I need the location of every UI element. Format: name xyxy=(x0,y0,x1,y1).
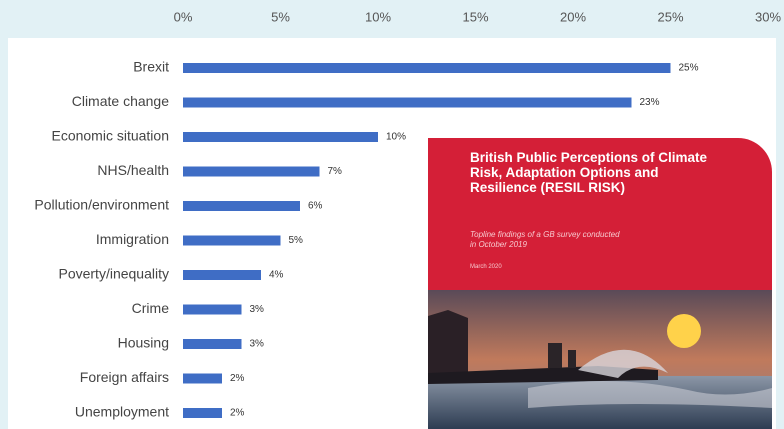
y-tick-label: Brexit xyxy=(133,59,169,75)
value-label: 25% xyxy=(679,63,699,74)
x-tick-label: 30% xyxy=(755,9,781,24)
y-tick-label: Foreign affairs xyxy=(80,369,169,385)
y-tick-label: Economic situation xyxy=(51,128,169,144)
y-tick-label: Climate change xyxy=(72,93,169,109)
bar xyxy=(183,166,320,177)
value-label: 10% xyxy=(386,132,406,143)
value-label: 2% xyxy=(230,408,245,419)
value-label: 5% xyxy=(289,235,304,246)
y-tick-label: Unemployment xyxy=(75,404,169,420)
y-tick-label: NHS/health xyxy=(97,162,169,178)
x-tick-label: 0% xyxy=(174,9,193,24)
y-tick-label: Immigration xyxy=(96,231,169,247)
x-tick-label: 25% xyxy=(657,9,683,24)
value-label: 4% xyxy=(269,270,284,281)
x-tick-label: 15% xyxy=(462,9,488,24)
bar xyxy=(183,63,671,73)
y-tick-label: Crime xyxy=(132,300,170,316)
cover-title: British Public Perceptions of Climate Ri… xyxy=(470,150,708,195)
x-tick-label: 5% xyxy=(271,9,290,24)
x-tick-label: 10% xyxy=(365,9,391,24)
bar xyxy=(183,304,242,315)
report-cover: British Public Perceptions of Climate Ri… xyxy=(428,138,772,429)
value-label: 7% xyxy=(328,166,343,177)
y-tick-label: Housing xyxy=(118,335,169,351)
y-tick-label: Poverty/inequality xyxy=(58,266,169,282)
x-tick-label: 20% xyxy=(560,9,586,24)
bar xyxy=(183,132,378,142)
cover-date: March 2020 xyxy=(470,264,502,270)
value-label: 2% xyxy=(230,373,245,384)
bar xyxy=(183,235,281,246)
cover-photo xyxy=(428,290,772,429)
bar xyxy=(183,97,632,108)
bar xyxy=(183,408,222,418)
value-label: 3% xyxy=(250,339,265,350)
bar xyxy=(183,201,300,211)
value-label: 6% xyxy=(308,201,323,212)
bar xyxy=(183,373,222,384)
bar xyxy=(183,339,242,349)
y-tick-label: Pollution/environment xyxy=(34,197,169,213)
bar xyxy=(183,270,261,280)
value-label: 23% xyxy=(640,97,660,108)
value-label: 3% xyxy=(250,304,265,315)
cover-subtitle: Topline findings of a GB survey conducte… xyxy=(470,230,620,249)
